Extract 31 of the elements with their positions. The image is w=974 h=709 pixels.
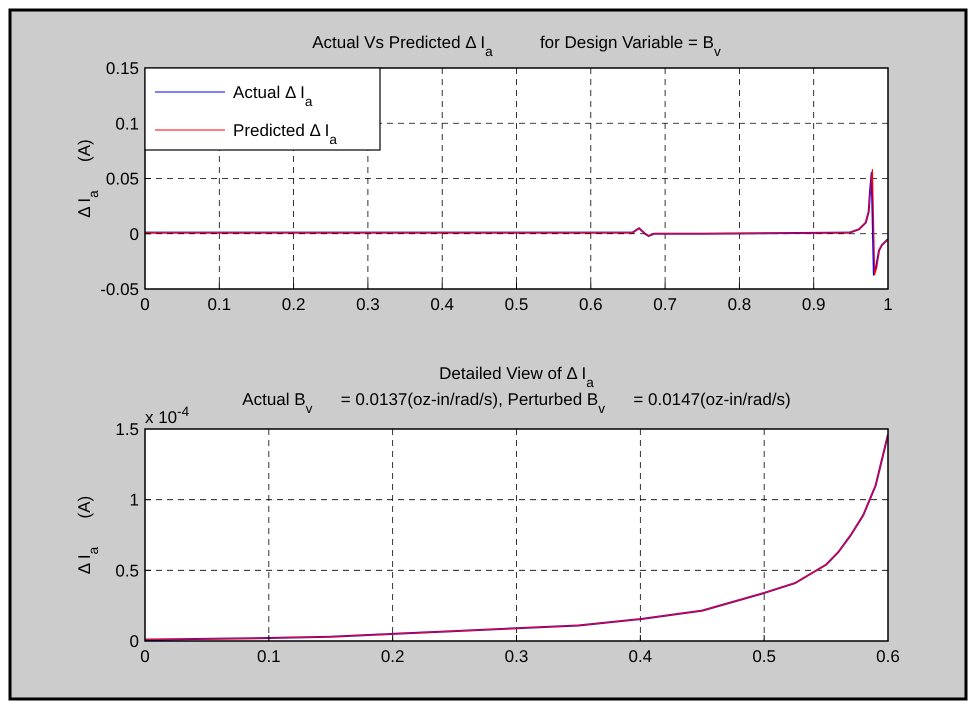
x-tick-label: 1 bbox=[883, 295, 893, 314]
y-tick-label: 0.5 bbox=[115, 561, 139, 580]
x-tick-label: 0.6 bbox=[876, 647, 900, 666]
y-tick-label: 0.1 bbox=[115, 114, 139, 134]
x-tick-label: 0.5 bbox=[504, 295, 528, 314]
x-tick-label: 0.6 bbox=[578, 295, 603, 314]
x-tick-label: 0.3 bbox=[356, 295, 380, 314]
x-tick-label: 0.1 bbox=[207, 295, 232, 314]
x-tick-label: 0.8 bbox=[728, 295, 752, 314]
x-tick-label: 0.5 bbox=[752, 647, 776, 666]
text: Actual B$_{v}$ = 0.0137(oz-in/rad/s), Perturbed B$_{v}$ = 0.0147(oz-in/rad/s) bbox=[242, 390, 791, 416]
chart-title: Detailed View of Δ I$_{a}$ bbox=[439, 364, 594, 390]
chart-title: Actual Vs Predicted Δ I$_{a}$ for Design Variable = B$_{v}$ bbox=[312, 33, 721, 58]
legend-label: Predicted Δ I$_{a}$ bbox=[233, 121, 338, 146]
x-tick-label: 0.7 bbox=[653, 295, 677, 314]
x-tick-label: 0.2 bbox=[380, 647, 404, 666]
y-tick-label: 0 bbox=[130, 632, 139, 651]
y-tick-label: 0 bbox=[130, 224, 139, 244]
y-tick-label: 0.05 bbox=[106, 170, 139, 188]
x-tick-label: 0.3 bbox=[504, 647, 528, 666]
y-tick-label: 0.15 bbox=[106, 59, 139, 78]
y-tick-label: 1 bbox=[130, 490, 139, 510]
y-tick-label: 1.5 bbox=[115, 420, 139, 439]
legend-label: Actual Δ I$_{a}$ bbox=[233, 83, 313, 108]
x-tick-label: 0.4 bbox=[628, 647, 652, 666]
x-tick-label: 0.2 bbox=[282, 295, 306, 314]
y-tick-label: -0.05 bbox=[100, 280, 139, 299]
x-tick-label: 0.1 bbox=[257, 647, 281, 666]
text: x 10$^{-4}$ bbox=[145, 404, 190, 427]
x-tick-label: 0.9 bbox=[802, 295, 826, 314]
x-tick-label: 0.4 bbox=[430, 295, 454, 314]
